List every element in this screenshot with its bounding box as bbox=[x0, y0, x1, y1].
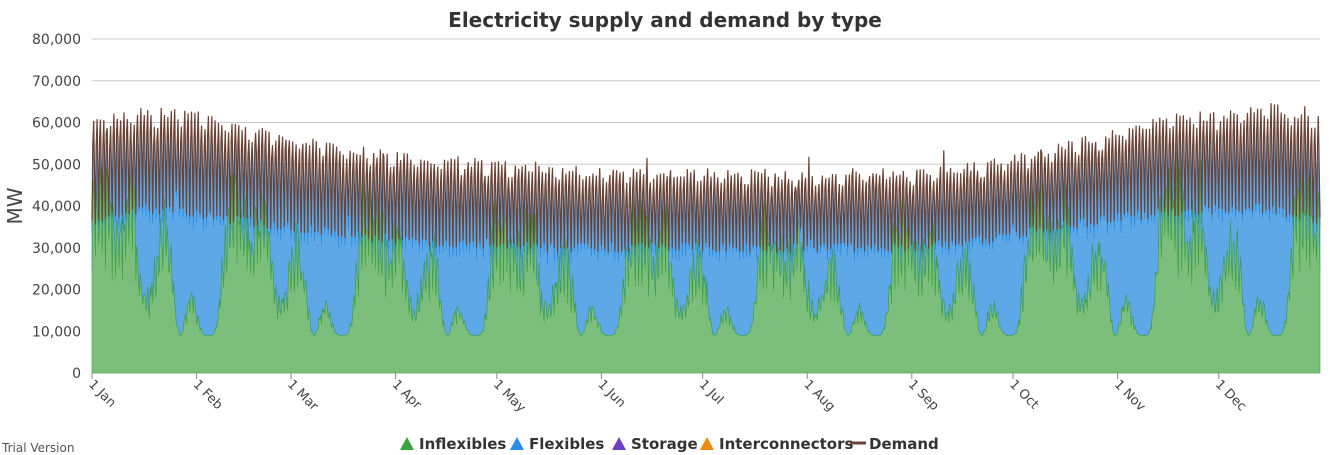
y-tick-label: 0 bbox=[72, 366, 81, 382]
series-area-inflexibles bbox=[91, 150, 1321, 374]
legend-triangle-icon bbox=[400, 437, 414, 450]
x-tick-label: 1 Nov bbox=[1111, 377, 1149, 415]
x-tick-label: 1 Mar bbox=[284, 377, 321, 414]
y-tick-label: 60,000 bbox=[32, 116, 81, 132]
legend: Inflexibles Flexibles Storage Interconnecto… bbox=[400, 435, 939, 453]
chart-title: Electricity supply and demand by type bbox=[448, 8, 882, 32]
trial-watermark: Trial Version bbox=[1, 441, 74, 455]
x-tick-label: 1 Feb bbox=[190, 377, 226, 413]
x-tick-label: 1 Jun bbox=[595, 377, 629, 411]
x-tick-label: 1 Jan bbox=[85, 377, 119, 411]
y-tick-label: 50,000 bbox=[32, 157, 81, 173]
y-axis-label: MW bbox=[3, 187, 27, 224]
x-tick-label: 1 Oct bbox=[1006, 377, 1041, 412]
x-tick-label: 1 Dec bbox=[1212, 377, 1249, 414]
series-line-demand bbox=[91, 103, 1321, 254]
y-tick-label: 40,000 bbox=[32, 199, 81, 215]
y-tick-label: 30,000 bbox=[32, 241, 81, 257]
legend-item[interactable]: Interconnectors bbox=[700, 435, 853, 453]
x-tick-label: 1 May bbox=[490, 377, 529, 416]
legend-item[interactable]: Storage bbox=[612, 435, 698, 453]
legend-triangle-icon bbox=[510, 437, 524, 450]
y-axis: 0 10,000 20,000 30,000 40,000 50,000 60,000 70,… bbox=[32, 32, 81, 382]
y-tick-label: 10,000 bbox=[32, 324, 81, 340]
legend-item[interactable]: Inflexibles bbox=[400, 435, 506, 453]
legend-triangle-icon bbox=[700, 437, 714, 450]
legend-triangle-icon bbox=[612, 437, 626, 450]
legend-label: Demand bbox=[869, 435, 939, 453]
x-tick-label: 1 Sep bbox=[905, 377, 942, 414]
legend-item[interactable]: Flexibles bbox=[510, 435, 604, 453]
legend-label: Inflexibles bbox=[419, 435, 506, 453]
legend-label: Storage bbox=[631, 435, 698, 453]
legend-label: Interconnectors bbox=[719, 435, 853, 453]
y-tick-label: 80,000 bbox=[32, 32, 81, 48]
y-tick-label: 20,000 bbox=[32, 283, 81, 299]
y-tick-label: 70,000 bbox=[32, 74, 81, 90]
plot-area bbox=[91, 103, 1321, 374]
x-tick-label: 1 Jul bbox=[696, 377, 726, 407]
x-axis: 1 Jan 1 Feb 1 Mar 1 Apr 1 May 1 Jun 1 Jul 1 Aug… bbox=[85, 373, 1249, 416]
x-tick-label: 1 Apr bbox=[389, 377, 425, 413]
x-tick-label: 1 Aug bbox=[800, 377, 837, 414]
legend-label: Flexibles bbox=[529, 435, 604, 453]
legend-item[interactable]: Demand bbox=[850, 435, 939, 453]
